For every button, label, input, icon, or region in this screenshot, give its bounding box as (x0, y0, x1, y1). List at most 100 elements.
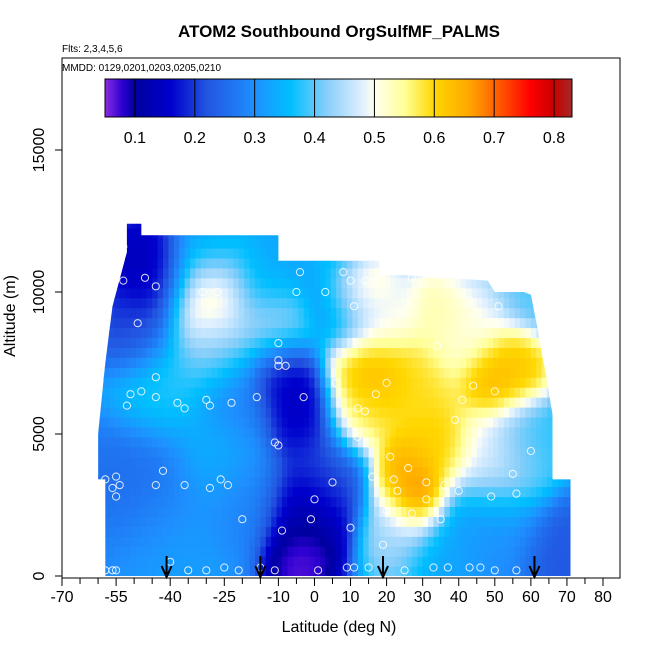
heatmap-cell (363, 267, 370, 279)
heatmap-cell (254, 228, 261, 239)
heatmap-cell (217, 397, 224, 408)
heatmap-cell (346, 416, 353, 428)
heatmap-cell (114, 223, 121, 229)
heatmap-cell (168, 407, 175, 418)
heatmap-cell (238, 556, 245, 567)
heatmap-cell (238, 297, 245, 309)
heatmap-cell (525, 223, 532, 229)
heatmap-cell (141, 426, 148, 438)
heatmap-cell (152, 556, 159, 567)
heatmap-cell (271, 287, 278, 299)
heatmap-cell (336, 387, 343, 398)
heatmap-cell (271, 536, 278, 547)
heatmap-cell (346, 476, 353, 488)
heatmap-cell (509, 397, 516, 408)
heatmap-cell (509, 228, 516, 239)
heatmap-cell (244, 367, 251, 378)
heatmap-cell (498, 536, 505, 547)
heatmap-cell (309, 456, 316, 468)
heatmap-cell (330, 387, 337, 398)
measurement-point (238, 515, 247, 524)
x-tick-label: -40 (159, 589, 182, 606)
heatmap-cell (130, 466, 137, 478)
heatmap-cell (476, 223, 483, 229)
heatmap-cell (146, 357, 153, 368)
heatmap-cell (108, 257, 115, 269)
heatmap-cell (352, 456, 359, 468)
heatmap-cell (114, 228, 121, 239)
heatmap-cell (498, 317, 505, 329)
heatmap-cell (422, 556, 429, 567)
heatmap-cell (552, 516, 559, 527)
heatmap-cell (449, 307, 456, 319)
heatmap-cell (563, 516, 570, 527)
heatmap-cell (428, 317, 435, 329)
heatmap-cell (135, 556, 142, 567)
heatmap-cell (130, 287, 137, 299)
heatmap-cell (330, 506, 337, 517)
heatmap-cell (487, 327, 494, 339)
heatmap-cell (552, 223, 559, 229)
heatmap-cell (330, 247, 337, 259)
heatmap-cell (503, 486, 510, 498)
heatmap-cell (287, 377, 294, 388)
heatmap-cell (108, 267, 115, 279)
heatmap-cell (103, 486, 110, 498)
heatmap-cell (152, 446, 159, 458)
colorbar-ticks: 0.1 0.2 0.3 0.4 0.5 0.6 0.7 0.8 (124, 79, 565, 147)
heatmap-cell (541, 377, 548, 388)
heatmap-cell (525, 516, 532, 527)
heatmap-cell (309, 247, 316, 259)
heatmap-cell (514, 486, 521, 498)
heatmap-cell (530, 516, 537, 527)
heatmap-cell (373, 357, 380, 368)
heatmap-cell (428, 228, 435, 239)
heatmap-cell (200, 556, 207, 567)
heatmap-cell (563, 397, 570, 408)
heatmap-cell (271, 277, 278, 289)
heatmap-cell (346, 546, 353, 557)
heatmap-cell (422, 327, 429, 339)
heatmap-cell (525, 506, 532, 517)
heatmap-cell (200, 546, 207, 557)
heatmap-cell (455, 566, 462, 577)
heatmap-cell (541, 223, 548, 229)
heatmap-cell (482, 506, 489, 517)
heatmap-cell (493, 307, 500, 319)
heatmap-cell (411, 397, 418, 408)
heatmap-cell (125, 516, 132, 527)
heatmap-cell (373, 397, 380, 408)
heatmap-cell (438, 277, 445, 289)
dates-label: MMDD: 0129,0201,0203,0205,0210 (62, 63, 221, 74)
heatmap-cell (449, 516, 456, 527)
heatmap-cell (346, 277, 353, 289)
heatmap-cell (503, 426, 510, 438)
heatmap-cell (514, 238, 521, 249)
heatmap-cell (368, 277, 375, 289)
heatmap-cell (428, 416, 435, 428)
heatmap-cell (368, 407, 375, 418)
heatmap-cell (162, 267, 169, 279)
heatmap-cell (125, 337, 132, 348)
heatmap-cell (152, 397, 159, 408)
heatmap-cell (509, 476, 516, 488)
heatmap-cell (384, 297, 391, 309)
heatmap-cell (319, 247, 326, 259)
heatmap-cell (536, 287, 543, 299)
heatmap-cell (557, 516, 564, 527)
heatmap-cell (352, 267, 359, 279)
heatmap-cell (433, 536, 440, 547)
heatmap-cell (406, 526, 413, 537)
heatmap-cell (557, 257, 564, 269)
heatmap-cell (200, 327, 207, 339)
heatmap-cell (130, 317, 137, 329)
heatmap-cell (206, 546, 213, 557)
heatmap-cell (352, 357, 359, 368)
heatmap-cell (568, 556, 571, 567)
heatmap-cell (211, 506, 218, 517)
heatmap-cell (309, 297, 316, 309)
heatmap-cell (520, 228, 527, 239)
heatmap-cell (552, 257, 559, 269)
heatmap-cell (238, 446, 245, 458)
heatmap-cell (357, 357, 364, 368)
